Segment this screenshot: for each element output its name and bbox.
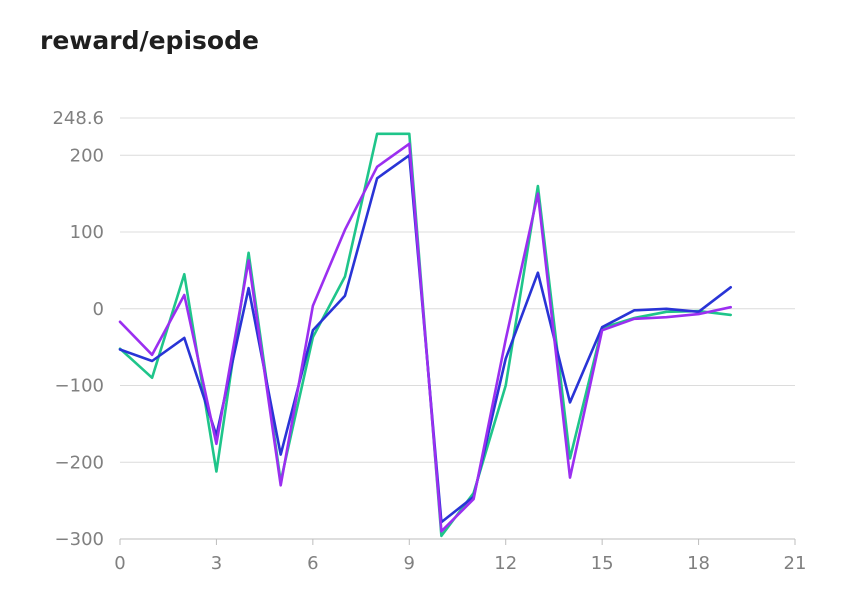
series-line-3 bbox=[118, 142, 733, 533]
x-tick-label-5: 15 bbox=[591, 553, 614, 574]
y-tick-label-1: −200 bbox=[55, 452, 104, 473]
y-tick-label-4: 100 bbox=[70, 222, 104, 243]
chart-title: reward/episode bbox=[40, 26, 259, 55]
x-tick-label-6: 18 bbox=[687, 553, 710, 574]
x-tick-label-2: 6 bbox=[307, 553, 318, 574]
axes bbox=[119, 538, 796, 545]
series-lines bbox=[118, 132, 733, 538]
tick-labels: 0 3 6 9 12 15 18 21 −300 −200 −100 0 100 200 248.6 bbox=[52, 108, 806, 574]
y-tick-label-2: −100 bbox=[55, 376, 104, 397]
y-tick-label-6: 248.6 bbox=[52, 108, 104, 129]
grid-lines bbox=[120, 117, 795, 463]
y-tick-label-5: 200 bbox=[70, 145, 104, 166]
x-tick-label-4: 12 bbox=[494, 553, 517, 574]
x-tick-label-0: 0 bbox=[114, 553, 125, 574]
y-tick-label-0: −300 bbox=[55, 529, 104, 550]
x-tick-label-7: 21 bbox=[784, 553, 807, 574]
y-tick-label-3: 0 bbox=[93, 299, 104, 320]
x-tick-label-3: 9 bbox=[404, 553, 415, 574]
x-tick-label-1: 3 bbox=[211, 553, 222, 574]
